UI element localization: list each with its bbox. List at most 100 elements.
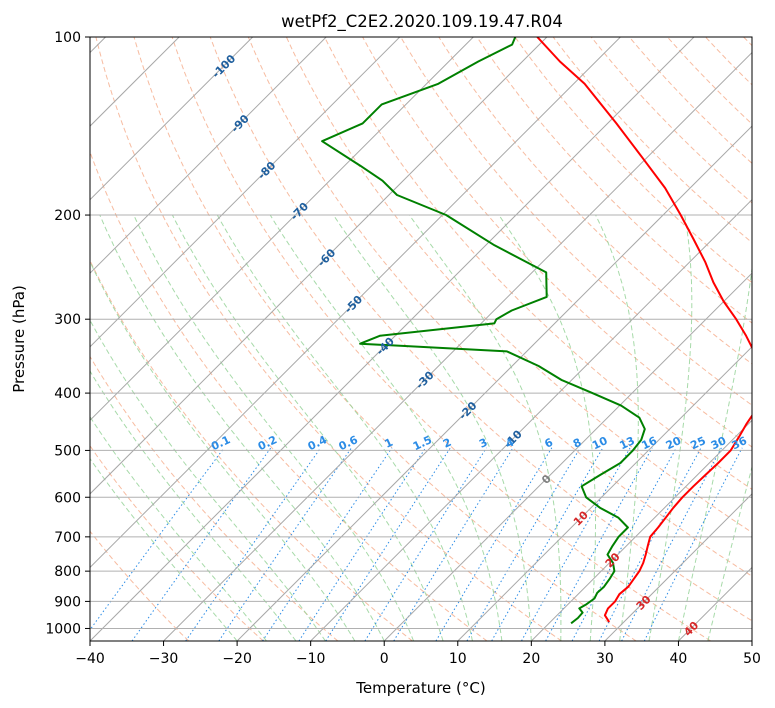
moist-adiabat: [216, 214, 473, 641]
mixing-ratio-label: 10: [590, 434, 610, 452]
isotherm-line: [90, 37, 548, 495]
y-tick-label: 300: [54, 312, 81, 328]
moist-adiabat: [269, 214, 503, 641]
dry-adiabat: [285, 37, 752, 534]
x-tick-label: 20: [522, 651, 540, 667]
isotherm-label: 0: [539, 472, 554, 487]
isotherm-label: -100: [210, 52, 239, 81]
moist-adiabat: [90, 319, 326, 641]
y-axis: 100 200 300 400 500 600 700 800 900 1000: [45, 30, 90, 637]
moist-adiabat: [133, 214, 415, 641]
moist-adiabat: [707, 465, 752, 641]
mixing-ratio-line: [435, 447, 553, 641]
dry-adiabat: [209, 37, 752, 622]
mixing-ratio-line: [185, 447, 322, 641]
y-tick-label: 1000: [45, 621, 81, 637]
chart-title: wetPf2_C2E2.2020.109.19.47.R04: [281, 12, 563, 32]
mixing-ratio-line: [364, 447, 487, 641]
isotherm-line: [90, 37, 401, 348]
moist-adiabat: [498, 214, 596, 641]
isotherm-line: [530, 419, 752, 641]
x-axis-title: Temperature (°C): [355, 679, 485, 697]
dry-adiabat: [95, 37, 562, 641]
mixing-ratio-label: 6: [542, 436, 555, 451]
isotherm-label: 40: [681, 619, 701, 639]
x-tick-label: 30: [596, 651, 614, 667]
dry-adiabat: [324, 37, 752, 490]
moist-adiabat: [648, 214, 693, 641]
x-axis: −40 −30 −20 −10 0 10 20 30 40 50: [75, 641, 761, 667]
sounding-series: [321, 37, 752, 625]
dry-adiabat: [514, 37, 752, 284]
mixing-ratio-label: 20: [664, 434, 684, 452]
isotherm-line: [90, 37, 254, 201]
moist-adiabat: [90, 260, 356, 641]
x-tick-label: 0: [380, 651, 389, 667]
x-tick-label: −10: [296, 651, 326, 667]
moist-adiabat: [90, 415, 267, 641]
isotherm-line: [310, 198, 752, 641]
moist-adiabat: [408, 214, 562, 641]
isotherm-line: [163, 51, 752, 641]
mixing-ratio-line: [298, 447, 427, 641]
mixing-ratio-label: 16: [640, 434, 660, 452]
isotherm-line: [90, 37, 327, 274]
mixing-ratio-line: [90, 447, 225, 631]
moist-adiabat: [90, 370, 297, 641]
isotherm-line: [90, 37, 695, 641]
moist-adiabat: [90, 457, 238, 641]
mixing-ratio-line: [218, 447, 352, 641]
mixing-ratio-line: [131, 447, 272, 641]
dry-adiabat: [90, 150, 488, 641]
mixing-ratio-label: 1: [383, 436, 395, 451]
dry-adiabat: [133, 37, 637, 641]
y-tick-label: 800: [54, 564, 81, 580]
isotherm-line: [236, 125, 752, 641]
y-tick-label: 400: [54, 386, 81, 402]
dry-adiabat: [90, 444, 264, 641]
dry-adiabat: [90, 530, 190, 641]
y-tick-label: 700: [54, 530, 81, 546]
dry-adiabat: [400, 37, 752, 406]
inline-labels: -100-90-80-70-60-50-40-30-20-10010203040…: [209, 52, 749, 639]
mixing-ratio-line: [571, 447, 677, 641]
x-tick-label: −30: [149, 651, 179, 667]
dry-adiabat: [476, 37, 752, 324]
isotherm-label: 10: [571, 508, 591, 528]
isotherm-line: [383, 272, 752, 641]
mixing-ratio-line: [393, 447, 514, 641]
pressure-gridlines: [90, 37, 752, 629]
dry-adiabat: [171, 37, 712, 641]
dry-adiabat: [705, 37, 752, 86]
x-tick-label: 50: [743, 651, 761, 667]
dry-adiabat: [90, 355, 339, 641]
dry-adiabat: [667, 37, 752, 125]
mixing-ratio-label: 2: [441, 436, 453, 451]
plot-background-lines: [90, 37, 752, 641]
x-tick-label: 10: [449, 651, 467, 667]
isotherm-line: [457, 346, 752, 641]
mixing-ratio-line: [325, 447, 451, 641]
moist-adiabat: [332, 214, 532, 641]
mixing-ratio-label: 30: [709, 434, 729, 452]
moist-adiabat: [171, 214, 444, 641]
isotherm-line: [678, 566, 752, 641]
mixing-ratio-line: [621, 447, 722, 641]
y-axis-title: Pressure (hPa): [10, 285, 28, 393]
temperature-trace: [536, 37, 752, 623]
isotherm-label: -90: [229, 112, 252, 135]
isotherm-label: -70: [288, 200, 311, 223]
y-tick-label: 100: [54, 30, 81, 46]
y-tick-label: 200: [54, 208, 81, 224]
moist-adiabat: [677, 264, 752, 641]
mixing-ratio-line: [466, 447, 581, 641]
mixing-ratio-line: [643, 447, 743, 641]
moist-adiabat: [595, 214, 639, 641]
y-tick-label: 500: [54, 443, 81, 459]
x-tick-label: 40: [670, 651, 688, 667]
dry-adiabat: [628, 37, 752, 165]
mixing-ratio-label: 25: [688, 434, 707, 452]
y-tick-label: 900: [54, 594, 81, 610]
plot-frame: [89, 36, 753, 642]
